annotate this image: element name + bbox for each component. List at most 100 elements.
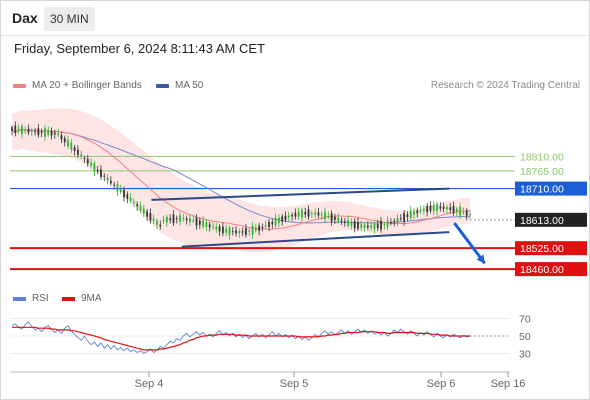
candle-body — [357, 222, 359, 229]
candle-body — [142, 208, 145, 214]
candle — [70, 138, 73, 154]
candle-body — [149, 213, 152, 221]
candle-body — [172, 214, 175, 224]
rsi-swatch — [13, 296, 26, 301]
candle-body — [218, 226, 221, 232]
candle — [297, 207, 300, 220]
candle-body — [380, 221, 382, 230]
candle — [231, 227, 234, 236]
candle-body — [17, 128, 20, 131]
candle — [343, 217, 346, 227]
candle — [274, 213, 277, 228]
candle — [198, 217, 201, 229]
candle — [334, 213, 336, 224]
candle-body — [90, 162, 92, 166]
candle-body — [182, 218, 185, 220]
candle — [386, 216, 389, 231]
candle-body — [192, 220, 195, 222]
candle-body — [271, 221, 274, 225]
candle — [96, 166, 99, 175]
candle — [156, 218, 158, 230]
candle — [314, 208, 317, 218]
candle — [136, 201, 139, 211]
candle — [172, 209, 175, 226]
candle — [419, 205, 422, 214]
candle-body — [139, 205, 142, 211]
candle-body — [350, 221, 353, 226]
candle-body — [113, 184, 116, 186]
timeframe-button[interactable]: 30 MIN — [44, 7, 95, 31]
candle-body — [50, 130, 53, 136]
candle-body — [47, 130, 50, 135]
candle-body — [57, 133, 60, 136]
candle-body — [390, 222, 392, 224]
bollinger-band — [12, 108, 470, 253]
candle — [195, 214, 198, 230]
candle — [465, 208, 468, 221]
candle — [399, 213, 402, 222]
candle-body — [284, 215, 287, 220]
candle — [363, 222, 366, 233]
candle — [80, 150, 83, 160]
candle — [113, 181, 116, 190]
candle — [373, 221, 376, 234]
x-axis-label: Sep 4 — [135, 378, 164, 390]
candle — [123, 186, 125, 202]
candle-body — [314, 212, 317, 215]
candle-body — [327, 215, 330, 217]
candle-body — [426, 205, 429, 213]
candle — [245, 223, 247, 238]
candle — [258, 222, 261, 236]
candle-body — [96, 169, 99, 171]
candle-body — [159, 224, 162, 227]
candle-body — [370, 225, 373, 228]
candle — [337, 213, 340, 224]
candle-body — [126, 194, 129, 199]
candle-body — [432, 204, 435, 211]
candle — [27, 124, 30, 136]
candle — [287, 211, 290, 222]
candle-body — [202, 220, 205, 227]
candle — [264, 220, 267, 229]
candle-body — [429, 205, 432, 212]
candle-body — [459, 206, 462, 216]
candle — [73, 145, 76, 156]
candle-body — [24, 130, 27, 132]
candle-body — [413, 211, 415, 215]
candle-body — [14, 125, 17, 134]
candle-body — [406, 214, 409, 217]
candle-body — [291, 214, 293, 217]
candle-body — [100, 169, 102, 178]
candle-body — [73, 147, 76, 151]
rsi-ma-label: 9MA — [81, 293, 102, 304]
candle-body — [320, 214, 323, 216]
candle — [225, 224, 228, 237]
candle — [380, 216, 382, 233]
candle-body — [452, 206, 455, 213]
candle-body — [399, 218, 402, 220]
candle — [212, 222, 214, 230]
candle-body — [30, 130, 33, 132]
rsi-series-RSI — [11, 321, 471, 354]
candle — [86, 154, 89, 167]
candle — [218, 224, 221, 236]
candle — [429, 201, 432, 214]
candle-body — [129, 197, 132, 202]
candle — [340, 217, 343, 225]
candle-body — [343, 221, 346, 223]
candle-body — [373, 223, 376, 229]
candle — [248, 228, 251, 236]
candle — [360, 220, 363, 232]
candle-body — [83, 158, 86, 160]
candle-body — [337, 217, 340, 222]
candle — [426, 203, 429, 217]
candle-body — [225, 228, 228, 233]
candle-body — [27, 128, 30, 133]
candle — [383, 221, 386, 230]
candle — [40, 128, 43, 138]
candle-body — [251, 225, 254, 235]
x-axis-label: Sep 5 — [280, 378, 309, 390]
candle — [327, 211, 330, 220]
candle-body — [277, 217, 280, 224]
